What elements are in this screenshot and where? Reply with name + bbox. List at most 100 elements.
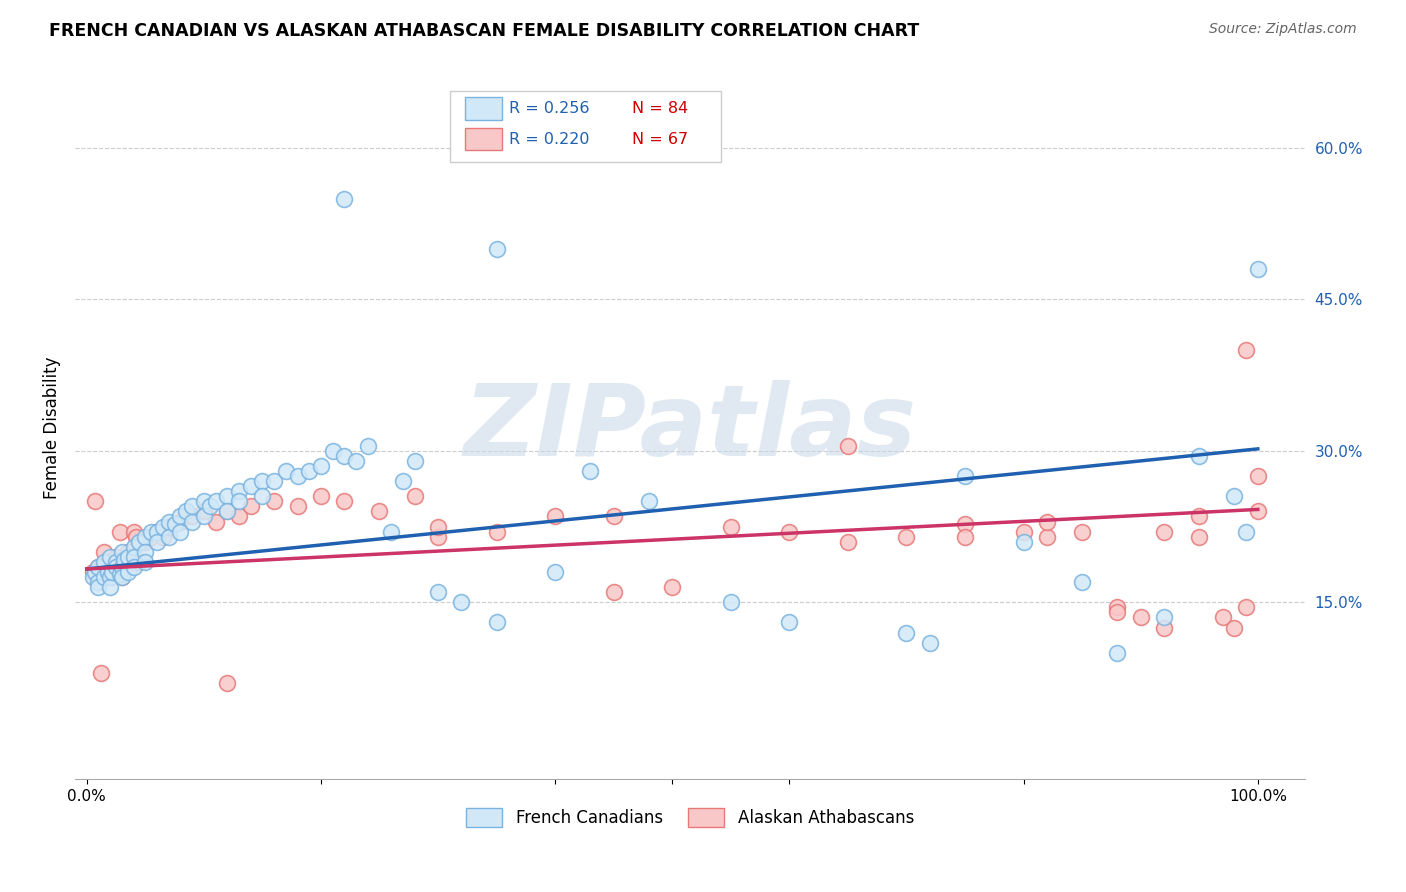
Point bbox=[344, 454, 367, 468]
Point bbox=[1071, 524, 1094, 539]
Point bbox=[198, 500, 221, 514]
Point bbox=[122, 524, 145, 539]
Point bbox=[252, 474, 274, 488]
Point bbox=[333, 494, 356, 508]
Point bbox=[637, 494, 659, 508]
Point bbox=[1188, 449, 1211, 463]
Point bbox=[274, 464, 297, 478]
Point bbox=[98, 549, 121, 564]
Point bbox=[90, 665, 112, 680]
Text: N = 84: N = 84 bbox=[633, 101, 689, 116]
Point bbox=[125, 530, 148, 544]
Point bbox=[427, 519, 450, 533]
Y-axis label: Female Disability: Female Disability bbox=[44, 357, 60, 500]
Point bbox=[298, 464, 321, 478]
Point bbox=[896, 530, 918, 544]
Point bbox=[98, 560, 121, 574]
Point bbox=[228, 484, 250, 499]
Point bbox=[1036, 530, 1059, 544]
Point bbox=[98, 580, 121, 594]
Point bbox=[169, 515, 191, 529]
Point bbox=[139, 524, 162, 539]
FancyBboxPatch shape bbox=[450, 92, 720, 161]
Point bbox=[122, 560, 145, 574]
Point bbox=[97, 555, 120, 569]
Point bbox=[117, 565, 139, 579]
Point bbox=[1234, 524, 1257, 539]
Point bbox=[181, 515, 204, 529]
Point bbox=[896, 625, 918, 640]
Point bbox=[485, 615, 508, 630]
Text: FRENCH CANADIAN VS ALASKAN ATHABASCAN FEMALE DISABILITY CORRELATION CHART: FRENCH CANADIAN VS ALASKAN ATHABASCAN FE… bbox=[49, 22, 920, 40]
Point bbox=[720, 519, 742, 533]
Point bbox=[485, 242, 508, 256]
Point bbox=[333, 449, 356, 463]
Point bbox=[134, 545, 156, 559]
Point bbox=[93, 570, 115, 584]
Point bbox=[1012, 524, 1035, 539]
Point bbox=[193, 509, 215, 524]
Point bbox=[404, 454, 426, 468]
Point bbox=[87, 560, 110, 574]
Point bbox=[1247, 504, 1270, 518]
Point bbox=[602, 585, 624, 599]
Point bbox=[111, 545, 134, 559]
Point bbox=[152, 519, 174, 533]
Point bbox=[84, 565, 107, 579]
FancyBboxPatch shape bbox=[465, 97, 502, 120]
Point bbox=[157, 519, 180, 533]
Point bbox=[778, 524, 800, 539]
Point bbox=[105, 560, 128, 574]
Point bbox=[1107, 646, 1129, 660]
Point bbox=[333, 192, 356, 206]
Point bbox=[1234, 343, 1257, 357]
Point bbox=[111, 560, 134, 574]
Point bbox=[87, 560, 110, 574]
Point bbox=[82, 570, 104, 584]
Point bbox=[1012, 534, 1035, 549]
Point bbox=[105, 555, 128, 569]
Point bbox=[953, 469, 976, 483]
Point bbox=[101, 570, 124, 584]
Point bbox=[87, 580, 110, 594]
Point bbox=[146, 524, 169, 539]
Point bbox=[204, 494, 226, 508]
Point bbox=[450, 595, 472, 609]
Point bbox=[134, 530, 156, 544]
Point bbox=[1188, 530, 1211, 544]
Point bbox=[111, 570, 134, 584]
Text: R = 0.256: R = 0.256 bbox=[509, 101, 589, 116]
FancyBboxPatch shape bbox=[465, 128, 502, 151]
Point bbox=[146, 534, 169, 549]
Point bbox=[128, 555, 150, 569]
Point bbox=[108, 524, 131, 539]
Point bbox=[287, 469, 309, 483]
Text: N = 67: N = 67 bbox=[633, 132, 688, 146]
Point bbox=[309, 489, 332, 503]
Point bbox=[169, 509, 191, 524]
Point bbox=[544, 565, 567, 579]
Point bbox=[181, 509, 204, 524]
Point bbox=[239, 479, 262, 493]
Point bbox=[128, 534, 150, 549]
Point bbox=[193, 494, 215, 508]
Point bbox=[404, 489, 426, 503]
Point bbox=[228, 494, 250, 508]
Point bbox=[117, 545, 139, 559]
Point bbox=[181, 500, 204, 514]
Point bbox=[98, 570, 121, 584]
Point bbox=[953, 530, 976, 544]
Point bbox=[602, 509, 624, 524]
Point bbox=[111, 570, 134, 584]
Point bbox=[918, 635, 941, 649]
Point bbox=[112, 560, 135, 574]
Point bbox=[139, 530, 162, 544]
Point bbox=[263, 474, 285, 488]
Point bbox=[368, 504, 391, 518]
Point bbox=[217, 504, 239, 518]
Point bbox=[579, 464, 602, 478]
Point bbox=[1107, 600, 1129, 615]
Point bbox=[661, 580, 683, 594]
Point bbox=[108, 567, 131, 582]
Point bbox=[1153, 524, 1175, 539]
